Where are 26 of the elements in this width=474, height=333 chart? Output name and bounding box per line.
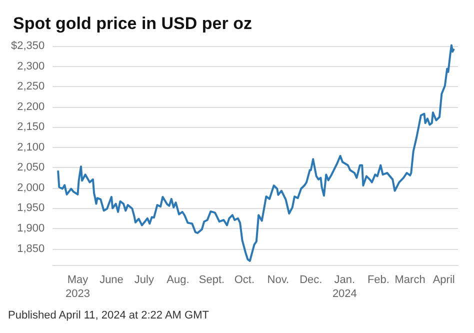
y-tick-label: 2,150 xyxy=(17,121,45,134)
x-tick-label: July xyxy=(134,274,154,286)
y-tick-label: 2,050 xyxy=(17,162,45,174)
y-tick-label: 1,850 xyxy=(17,242,45,255)
y-tick-label: 2,250 xyxy=(17,80,45,93)
chart-title: Spot gold price in USD per oz xyxy=(13,14,252,33)
x-tick-label: Jan. 2024 xyxy=(332,274,357,300)
x-tick-label: May 2023 xyxy=(65,274,90,300)
y-tick-label: 2,000 xyxy=(17,182,45,194)
x-tick-label: Aug. xyxy=(166,274,190,286)
y-tick-label: 2,100 xyxy=(17,141,45,154)
x-tick-label: Sept. xyxy=(198,274,225,286)
x-tick-label: June xyxy=(100,274,124,286)
y-tick-label: $2,350 xyxy=(10,40,45,52)
y-tick-label: 1,950 xyxy=(17,202,45,214)
text: Published April 11, 2024 at 2:22 AM GMT xyxy=(8,310,210,322)
x-tick-label: April xyxy=(432,274,455,286)
y-tick-label: 1,900 xyxy=(17,222,45,235)
x-tick-label: Nov. xyxy=(267,274,290,286)
x-tick-label: Dec. xyxy=(300,274,322,286)
x-tick-label: Oct. xyxy=(234,274,255,286)
x-tick-label: March xyxy=(394,274,426,286)
y-tick-label: 2,200 xyxy=(17,100,45,113)
line-series xyxy=(57,44,455,262)
x-tick-label: Feb. xyxy=(367,274,390,286)
y-tick-label: 2,300 xyxy=(17,60,45,72)
